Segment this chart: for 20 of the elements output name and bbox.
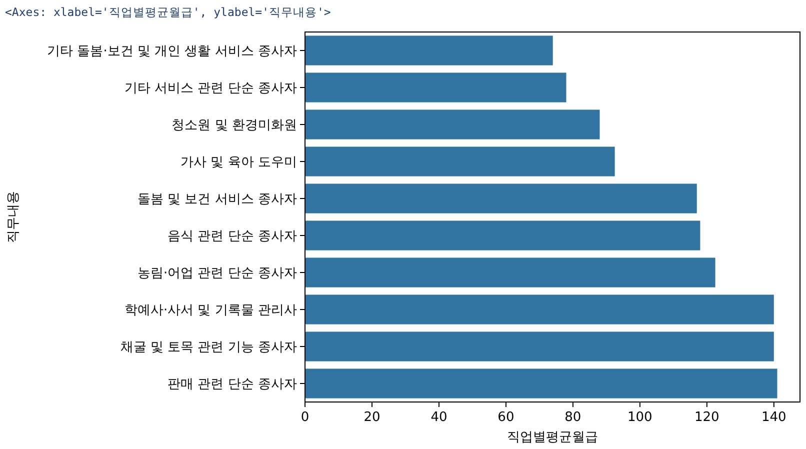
x-tick-label: 60	[498, 410, 514, 425]
x-tick-label: 140	[761, 410, 786, 425]
y-tick-label: 채굴 및 토목 관련 기능 종사자	[120, 340, 297, 355]
y-tick-label: 청소원 및 환경미화원	[172, 118, 297, 133]
x-tick-label: 100	[628, 410, 652, 425]
y-tick-label: 음식 관련 단순 종사자	[168, 229, 297, 244]
y-tick-label: 기타 돌봄·보건 및 개인 생활 서비스 종사자	[47, 44, 297, 59]
y-tick-label: 돌봄 및 보건 서비스 종사자	[137, 192, 297, 207]
y-tick-label: 판매 관련 단순 종사자	[168, 377, 297, 392]
x-tick-label: 40	[430, 410, 448, 425]
y-tick-label: 농림·어업 관련 단순 종사자	[137, 266, 297, 281]
x-tick-label: 20	[364, 410, 380, 425]
y-tick-label: 학예사·사서 및 기록물 관리사	[124, 303, 297, 318]
y-tick-label: 가사 및 육아 도우미	[180, 155, 297, 170]
x-tick-label: 120	[694, 410, 720, 425]
x-tick-label: 80	[564, 410, 582, 425]
x-tick-label: 0	[300, 410, 310, 425]
ylabel: 직무내용	[6, 191, 21, 243]
y-tick-label: 기타 서비스 관련 단순 종사자	[124, 81, 297, 96]
xlabel: 직업별평균월급	[507, 430, 598, 445]
